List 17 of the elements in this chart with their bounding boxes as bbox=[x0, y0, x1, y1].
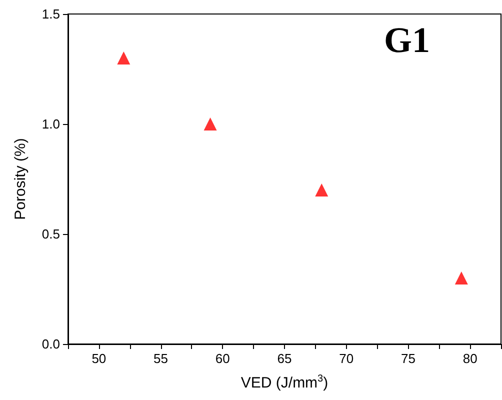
x-tick-label: 75 bbox=[400, 351, 416, 366]
x-tick-label: 50 bbox=[92, 351, 106, 366]
y-axis-title: Porosity (%) bbox=[12, 138, 29, 220]
point bbox=[315, 184, 328, 196]
y-tick-label: 0.0 bbox=[42, 336, 60, 352]
x-tick-label: 60 bbox=[215, 351, 230, 366]
y-tick-label: 0.5 bbox=[42, 226, 60, 242]
point bbox=[454, 272, 468, 284]
x-tick-label: 80 bbox=[462, 351, 478, 366]
y-tick-label: 1.0 bbox=[42, 116, 60, 132]
annotation: G1 bbox=[384, 20, 430, 60]
x-tick-label: 55 bbox=[154, 351, 168, 366]
point bbox=[204, 118, 217, 130]
x-tick-label: 65 bbox=[277, 351, 292, 366]
x-tick-label: 70 bbox=[339, 351, 354, 366]
y-tick-label: 1.5 bbox=[42, 6, 60, 22]
point bbox=[117, 52, 130, 64]
